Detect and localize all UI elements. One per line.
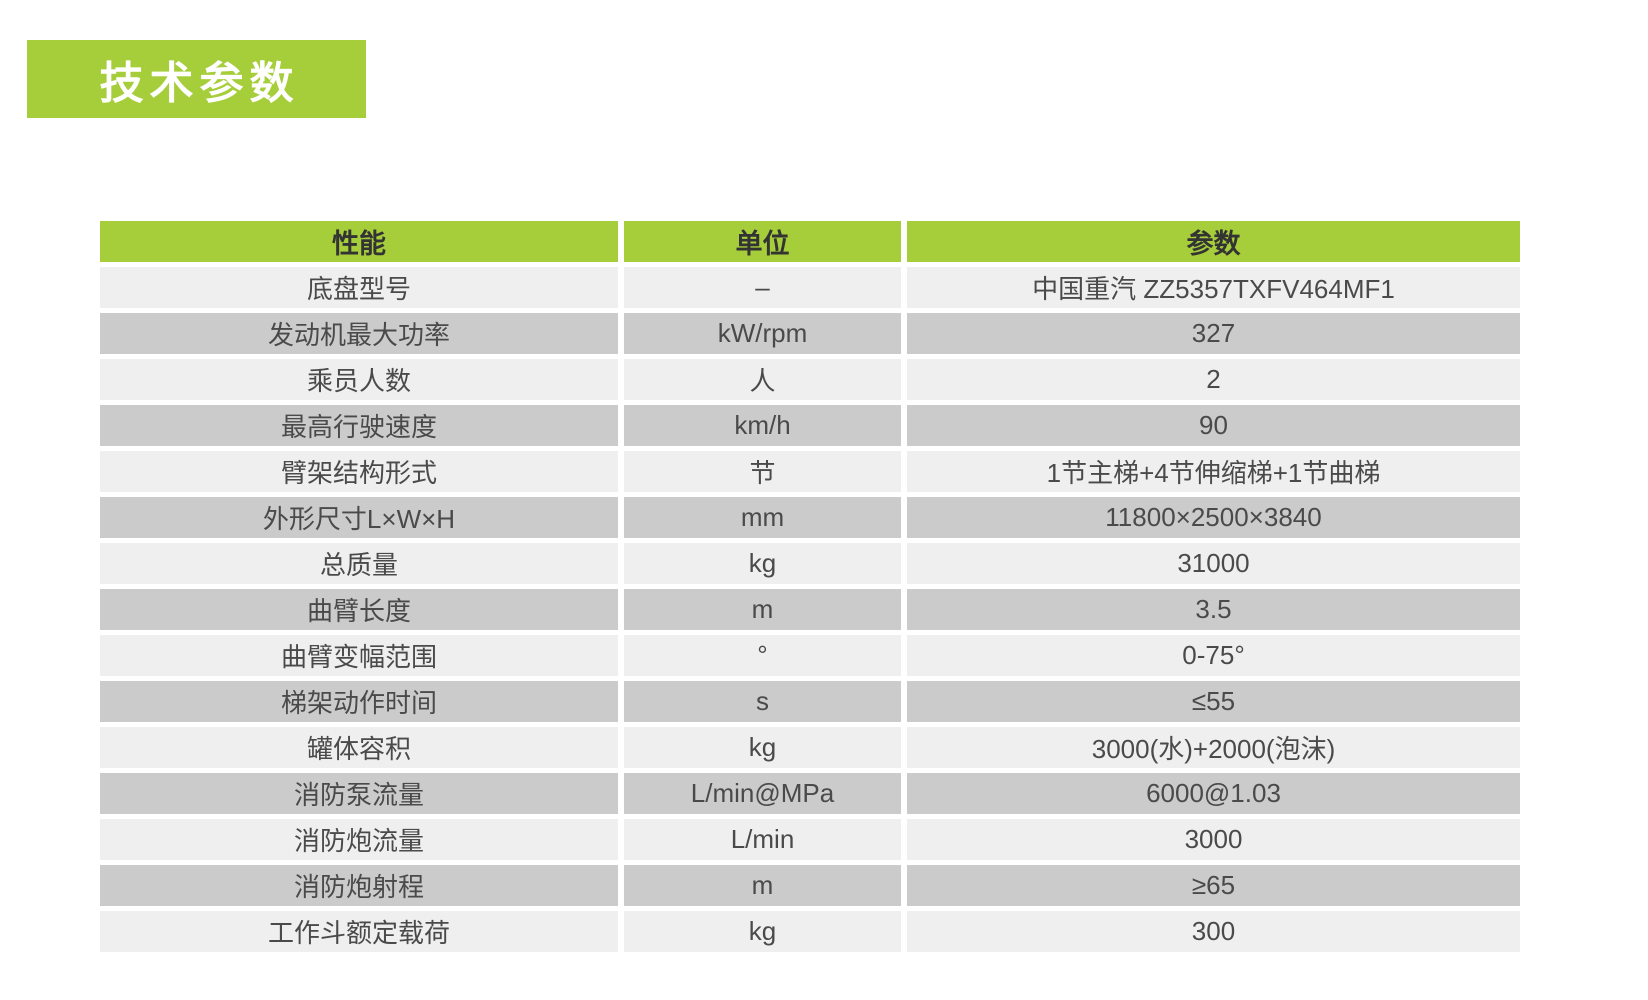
section-title-box: 技术参数: [27, 40, 366, 118]
cell-value: 3000(水)+2000(泡沫): [907, 727, 1520, 768]
cell-performance: 曲臂长度: [100, 589, 618, 630]
table-row: 罐体容积 kg 3000(水)+2000(泡沫): [100, 727, 1520, 768]
cell-value: 300: [907, 911, 1520, 952]
table-row: 曲臂长度 m 3.5: [100, 589, 1520, 630]
table-row: 消防泵流量 L/min@MPa 6000@1.03: [100, 773, 1520, 814]
cell-value: 327: [907, 313, 1520, 354]
table-row: 臂架结构形式 节 1节主梯+4节伸缩梯+1节曲梯: [100, 451, 1520, 492]
cell-value: 31000: [907, 543, 1520, 584]
cell-value: 0-75°: [907, 635, 1520, 676]
cell-performance: 乘员人数: [100, 359, 618, 400]
cell-performance: 梯架动作时间: [100, 681, 618, 722]
cell-performance: 底盘型号: [100, 267, 618, 308]
cell-performance: 消防泵流量: [100, 773, 618, 814]
table-row: 曲臂变幅范围 ° 0-75°: [100, 635, 1520, 676]
cell-unit: 节: [624, 451, 901, 492]
table-row: 乘员人数 人 2: [100, 359, 1520, 400]
cell-unit: –: [624, 267, 901, 308]
cell-performance: 曲臂变幅范围: [100, 635, 618, 676]
col-header-performance: 性能: [100, 221, 618, 262]
cell-unit: kg: [624, 543, 901, 584]
spec-table-rows: 底盘型号 – 中国重汽 ZZ5357TXFV464MF1 发动机最大功率 kW/…: [100, 267, 1520, 952]
cell-value: 1节主梯+4节伸缩梯+1节曲梯: [907, 451, 1520, 492]
cell-performance: 消防炮流量: [100, 819, 618, 860]
table-row: 梯架动作时间 s ≤55: [100, 681, 1520, 722]
cell-unit: mm: [624, 497, 901, 538]
cell-unit: m: [624, 865, 901, 906]
table-row: 外形尺寸L×W×H mm 11800×2500×3840: [100, 497, 1520, 538]
col-header-unit: 单位: [624, 221, 901, 262]
cell-performance: 总质量: [100, 543, 618, 584]
cell-performance: 最高行驶速度: [100, 405, 618, 446]
cell-value: 3000: [907, 819, 1520, 860]
table-row: 发动机最大功率 kW/rpm 327: [100, 313, 1520, 354]
cell-unit: °: [624, 635, 901, 676]
table-header-row: 性能 单位 参数: [100, 221, 1520, 262]
table-row: 底盘型号 – 中国重汽 ZZ5357TXFV464MF1: [100, 267, 1520, 308]
cell-value: ≥65: [907, 865, 1520, 906]
cell-value: 3.5: [907, 589, 1520, 630]
cell-unit: m: [624, 589, 901, 630]
spec-table: 性能 单位 参数 底盘型号 – 中国重汽 ZZ5357TXFV464MF1 发动…: [100, 221, 1520, 957]
cell-unit: km/h: [624, 405, 901, 446]
table-row: 消防炮射程 m ≥65: [100, 865, 1520, 906]
cell-value: 11800×2500×3840: [907, 497, 1520, 538]
cell-value: 2: [907, 359, 1520, 400]
cell-unit: 人: [624, 359, 901, 400]
cell-unit: kg: [624, 911, 901, 952]
cell-unit: kW/rpm: [624, 313, 901, 354]
cell-performance: 工作斗额定载荷: [100, 911, 618, 952]
cell-value: 6000@1.03: [907, 773, 1520, 814]
cell-unit: L/min: [624, 819, 901, 860]
cell-unit: s: [624, 681, 901, 722]
cell-performance: 消防炮射程: [100, 865, 618, 906]
cell-unit: kg: [624, 727, 901, 768]
cell-unit: L/min@MPa: [624, 773, 901, 814]
table-row: 工作斗额定载荷 kg 300: [100, 911, 1520, 952]
cell-performance: 发动机最大功率: [100, 313, 618, 354]
section-title: 技术参数: [99, 59, 300, 108]
table-row: 消防炮流量 L/min 3000: [100, 819, 1520, 860]
cell-value: 中国重汽 ZZ5357TXFV464MF1: [907, 267, 1520, 308]
table-row: 最高行驶速度 km/h 90: [100, 405, 1520, 446]
col-header-parameter: 参数: [907, 221, 1520, 262]
cell-performance: 罐体容积: [100, 727, 618, 768]
cell-value: ≤55: [907, 681, 1520, 722]
table-row: 总质量 kg 31000: [100, 543, 1520, 584]
cell-value: 90: [907, 405, 1520, 446]
cell-performance: 外形尺寸L×W×H: [100, 497, 618, 538]
cell-performance: 臂架结构形式: [100, 451, 618, 492]
